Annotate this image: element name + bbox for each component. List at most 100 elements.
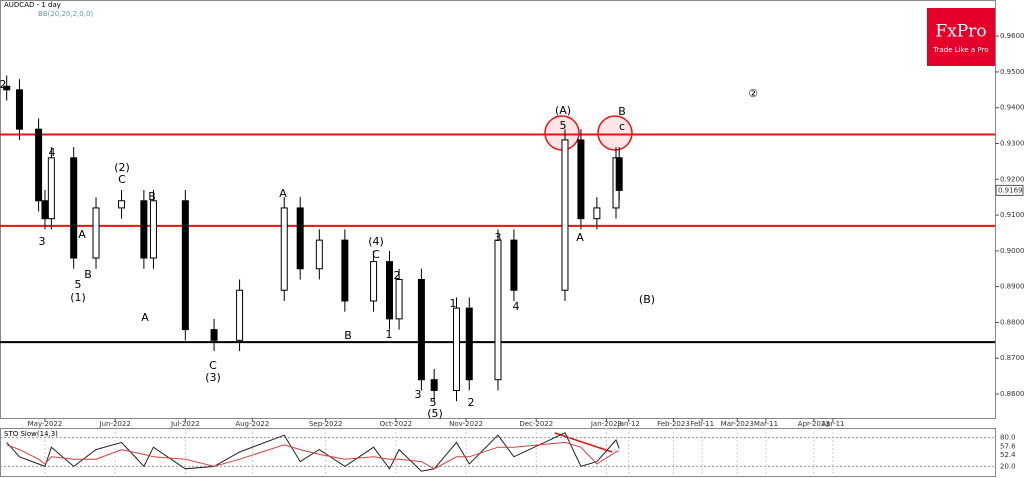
y-tick-label: 0.8800 [1000, 318, 1024, 326]
candle-body [430, 379, 438, 391]
wave-label: A [141, 311, 149, 324]
wave-label: C [118, 173, 126, 186]
highlight-circle [597, 115, 633, 151]
candle-body [149, 200, 157, 259]
x-tick-label: Jun-2022 [99, 420, 131, 428]
y-tick-label: 0.8600 [1000, 390, 1024, 398]
wave-label: 3 [39, 235, 46, 248]
wave-label: B [344, 329, 352, 342]
candle-body [140, 200, 148, 259]
wave-label: C [209, 359, 217, 372]
candle-body [296, 207, 304, 270]
logo-brand: FxPro [935, 22, 986, 42]
stoch-line [6, 432, 620, 472]
last-price-box [995, 184, 1024, 196]
wave-label: B [148, 190, 156, 203]
logo-box [927, 8, 995, 66]
candle-body [494, 239, 502, 381]
wave-label: (1) [70, 291, 86, 304]
wave-label: (5) [427, 407, 443, 420]
x-tick-label: Sep-2022 [309, 420, 343, 428]
candle-body [70, 157, 78, 259]
wave-label: B [618, 105, 626, 118]
stoch-value-label: 57.6 [1000, 442, 1016, 450]
wave-label: A [78, 228, 86, 241]
wave-label: 5 [560, 119, 567, 132]
price-frame [0, 0, 996, 419]
candle-body [181, 200, 189, 331]
candle-body [15, 89, 23, 130]
x-tick-label: Jul-2022 [170, 420, 200, 428]
candle-body [315, 239, 323, 270]
wave-label: (2) [114, 161, 130, 174]
wave-label: 1 [450, 297, 457, 310]
x-tick-label: Apr-11 [821, 420, 844, 428]
x-tick-label: May-2022 [28, 420, 63, 428]
candle-body [210, 329, 218, 341]
y-tick-label: 0.9400 [1000, 104, 1024, 112]
y-tick-label: 0.9500 [1000, 68, 1024, 76]
wave-label: (4) [368, 235, 384, 248]
candle-body [341, 239, 349, 302]
wave-label: c [619, 120, 625, 133]
y-tick-label: 0.9000 [1000, 247, 1024, 255]
x-tick-label: Apr-2023 [798, 420, 830, 428]
wave-label: 4 [513, 300, 520, 313]
x-tick-label: Mar-2023 [721, 420, 754, 428]
stoch-line [6, 441, 620, 470]
x-tick-label: Aug-2022 [235, 420, 269, 428]
candle-body [236, 289, 244, 341]
candle-body [577, 139, 585, 220]
x-tick-label: Nov-2022 [449, 420, 483, 428]
candle-body [417, 279, 425, 381]
wave-label: 2 [0, 78, 7, 91]
wave-label: (B) [639, 293, 655, 306]
candle-body [3, 85, 11, 91]
chart-title: AUDCAD - 1 day [4, 1, 61, 9]
candle-body [510, 239, 518, 291]
stoch-trendline [554, 432, 613, 453]
x-tick-label: Feb-2023 [657, 420, 690, 428]
wave-label: A [576, 231, 584, 244]
y-tick-label: 0.8700 [1000, 354, 1024, 362]
x-tick-label: Dec-2022 [519, 420, 553, 428]
candle-body [41, 200, 49, 220]
wave-label: 2 [468, 396, 475, 409]
y-tick-label: 0.9100 [1000, 211, 1024, 219]
candle-body [615, 157, 623, 191]
wave-label: 2 [394, 269, 401, 282]
logo-tagline: Trade Like a Pro [932, 46, 988, 54]
y-tick-label: 0.9300 [1000, 140, 1024, 148]
wave-label: 1 [386, 328, 393, 341]
candle-body [280, 207, 288, 291]
wave-label: 5 [430, 396, 437, 409]
wave-label: (A) [555, 104, 571, 117]
wave-label: 5 [75, 278, 82, 291]
y-tick-label: 0.8900 [1000, 283, 1024, 291]
stoch-frame [0, 428, 996, 477]
candle-body [35, 128, 43, 202]
last-price-label: 0.9169 [998, 186, 1023, 194]
wave-label: B [84, 268, 92, 281]
candle-body [593, 207, 601, 220]
stoch-value-label: 52.4 [1000, 451, 1016, 459]
y-tick-label: 20.0 [1000, 462, 1016, 470]
x-tick-label: Jan-12 [617, 420, 640, 428]
candle-body [92, 207, 100, 259]
y-tick-label: 80.0 [1000, 434, 1016, 442]
indicator-label: BB(20,20,2,0,0) [38, 10, 93, 18]
candle-body [118, 200, 126, 209]
candle-body [395, 279, 403, 320]
wave-label: 3 [495, 231, 502, 244]
x-tick-label: Oct-2022 [380, 420, 412, 428]
wave-label: 3 [415, 388, 422, 401]
wave-label: 4 [49, 146, 56, 159]
wave-label: ② [748, 87, 758, 100]
wave-label: (3) [205, 371, 221, 384]
x-tick-label: Feb-11 [690, 420, 714, 428]
x-tick-label: Jan-2023 [590, 420, 622, 428]
candle-body [386, 261, 394, 320]
y-tick-label: 0.9200 [1000, 175, 1024, 183]
